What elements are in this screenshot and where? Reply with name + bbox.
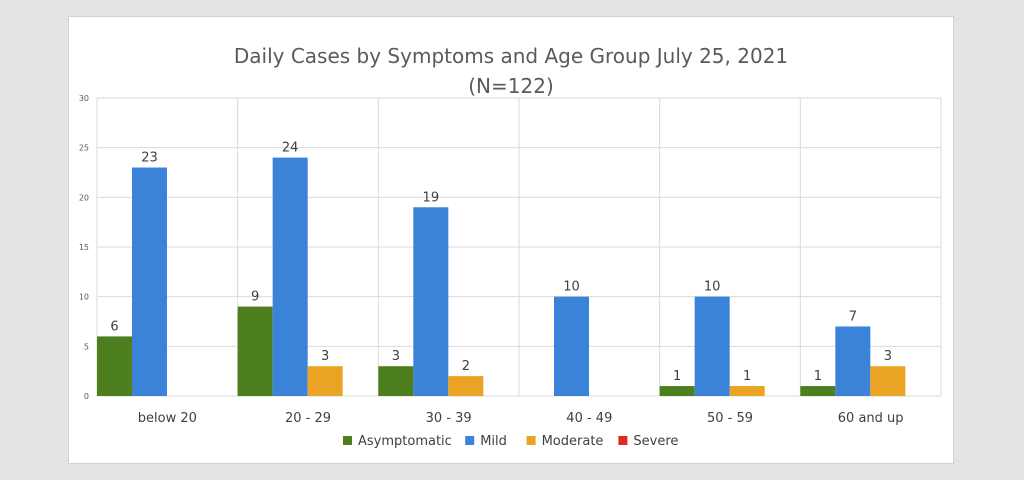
- legend-label: Moderate: [542, 434, 604, 449]
- bar: [694, 296, 730, 396]
- bar: [659, 386, 695, 396]
- bar: [870, 366, 906, 396]
- legend-label: Severe: [633, 434, 678, 449]
- data-label: 9: [251, 290, 259, 305]
- data-label: 6: [110, 319, 118, 334]
- x-tick-label: 50 - 59: [707, 411, 753, 426]
- x-tick-label: 40 - 49: [566, 411, 612, 426]
- bar: [307, 366, 343, 396]
- x-tick-label: below 20: [138, 411, 197, 426]
- y-tick-label: 10: [79, 293, 89, 302]
- data-label: 1: [673, 369, 681, 384]
- chart-card: Daily Cases by Symptoms and Age Group Ju…: [68, 16, 954, 464]
- y-tick-label: 5: [84, 342, 89, 351]
- data-label: 3: [392, 349, 400, 364]
- data-label: 3: [321, 349, 329, 364]
- data-label: 2: [462, 359, 470, 374]
- y-tick-label: 25: [79, 144, 89, 153]
- data-label: 7: [849, 309, 857, 324]
- chart-subtitle: (N=122): [468, 74, 554, 98]
- y-tick-label: 30: [79, 94, 89, 103]
- bar: [272, 157, 308, 396]
- y-tick-label: 0: [84, 392, 89, 401]
- bar: [835, 326, 871, 396]
- y-tick-label: 20: [79, 193, 89, 202]
- bar: [378, 366, 414, 396]
- data-label: 3: [884, 349, 892, 364]
- data-label: 1: [814, 369, 822, 384]
- data-label: 24: [282, 141, 299, 156]
- data-label: 23: [141, 151, 158, 166]
- legend-label: Asymptomatic: [358, 434, 452, 449]
- x-tick-label: 30 - 39: [426, 411, 472, 426]
- data-label: 10: [704, 280, 721, 295]
- data-label: 1: [743, 369, 751, 384]
- chart-title: Daily Cases by Symptoms and Age Group Ju…: [233, 44, 789, 68]
- legend-swatch: [343, 436, 352, 445]
- legend-swatch: [618, 436, 628, 445]
- bar: [448, 376, 484, 396]
- y-tick-label: 15: [79, 243, 89, 252]
- x-tick-label: 60 and up: [838, 411, 904, 426]
- bar: [97, 336, 132, 396]
- bar: [237, 306, 273, 396]
- legend-swatch: [526, 436, 536, 445]
- bar: [729, 386, 765, 396]
- bar: [554, 296, 589, 396]
- legend-swatch: [465, 436, 475, 445]
- chart-title-block: Daily Cases by Symptoms and Age Group Ju…: [69, 41, 953, 101]
- legend-label: Mild: [480, 434, 507, 449]
- bar: [800, 386, 836, 396]
- bar: [132, 167, 167, 396]
- data-label: 19: [423, 190, 440, 205]
- data-label: 10: [563, 280, 580, 295]
- bar: [413, 207, 449, 396]
- bar-chart: 0 5 10 15 20 25 30 6 23 below 20 9 24 3 20 - 29 3 19 2 30…: [79, 94, 942, 449]
- x-tick-label: 20 - 29: [285, 411, 331, 426]
